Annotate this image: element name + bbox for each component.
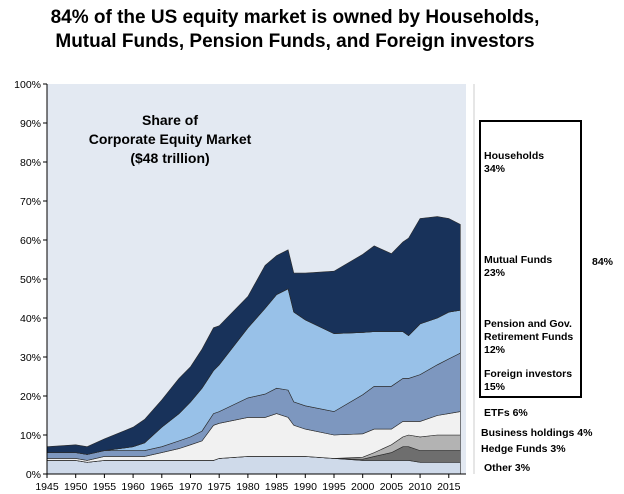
legend-households: Households 34% [484, 150, 544, 175]
y-axis-ticks: 0% 10% 20% 30% 40% 50% 60% 70% 80% 90% 100% [14, 79, 47, 481]
x-tick-label: 1990 [294, 481, 318, 493]
legend-households-label: Households [484, 150, 544, 162]
area-households-34 [46, 216, 461, 455]
inset-title-line-2: Corporate Equity Market [89, 131, 252, 147]
y-tick-label: 100% [14, 79, 41, 91]
y-tick-label: 60% [20, 235, 41, 247]
legend-pension-label-2: Retirement Funds [484, 331, 573, 343]
legend-hedge-funds: Hedge Funds 3% [481, 443, 566, 455]
x-tick-label: 1960 [121, 481, 145, 493]
x-tick-label: 2000 [351, 481, 375, 493]
legend-mutual-funds-label: Mutual Funds [484, 254, 552, 266]
inset-title-line-3: ($48 trillion) [130, 150, 209, 166]
legend-mutual-funds: Mutual Funds 23% [484, 254, 552, 279]
legend-foreign-label: Foreign investors [484, 368, 572, 380]
y-tick-label: 90% [20, 118, 41, 130]
top-four-bracket [479, 120, 582, 398]
legend-mutual-funds-value: 23% [484, 267, 506, 279]
y-tick-label: 40% [20, 313, 41, 325]
y-tick-label: 20% [20, 391, 41, 403]
inset-title: Share of Corporate Equity Market ($48 tr… [89, 112, 252, 166]
x-tick-label: 1995 [322, 481, 346, 493]
area-layers [46, 216, 461, 475]
legend-etfs: ETFs 6% [484, 407, 528, 419]
x-tick-label: 1965 [150, 481, 174, 493]
legend-other: Other 3% [484, 462, 531, 474]
inset-title-line-1: Share of [142, 112, 198, 128]
x-tick-label: 1985 [265, 481, 289, 493]
y-tick-label: 0% [26, 469, 41, 481]
legend: Households 34% Mutual Funds 23% Pension … [481, 150, 593, 474]
y-tick-label: 70% [20, 196, 41, 208]
bracket-label: 84% [592, 256, 614, 268]
legend-foreign-investors: Foreign investors 15% [484, 368, 572, 393]
legend-foreign-value: 15% [484, 381, 506, 393]
legend-business-holdings: Business holdings 4% [481, 427, 593, 439]
title-line-1: 84% of the US equity market is owned by … [50, 7, 540, 28]
y-tick-label: 50% [20, 274, 41, 286]
x-tick-label: 1955 [93, 481, 117, 493]
x-tick-label: 1970 [179, 481, 203, 493]
legend-households-value: 34% [484, 163, 506, 175]
title-line-2: Mutual Funds, Pension Funds, and Foreign… [55, 31, 535, 52]
x-tick-label: 1980 [236, 481, 260, 493]
y-tick-label: 10% [20, 430, 41, 442]
x-tick-label: 1950 [64, 481, 88, 493]
x-tick-label: 2010 [408, 481, 432, 493]
x-tick-label: 2005 [380, 481, 404, 493]
x-tick-label: 1975 [208, 481, 232, 493]
x-tick-label: 1945 [35, 481, 59, 493]
x-axis-ticks: 1945 1950 1955 1960 1965 1970 1975 1980 1985 1990… [35, 474, 461, 493]
x-tick-label: 2015 [437, 481, 461, 493]
legend-pension-value: 12% [484, 344, 506, 356]
legend-pension-funds: Pension and Gov. Retirement Funds 12% [484, 318, 573, 356]
chart-title: 84% of the US equity market is owned by … [0, 6, 590, 54]
y-tick-label: 80% [20, 157, 41, 169]
legend-pension-label-1: Pension and Gov. [484, 318, 572, 330]
y-tick-label: 30% [20, 352, 41, 364]
